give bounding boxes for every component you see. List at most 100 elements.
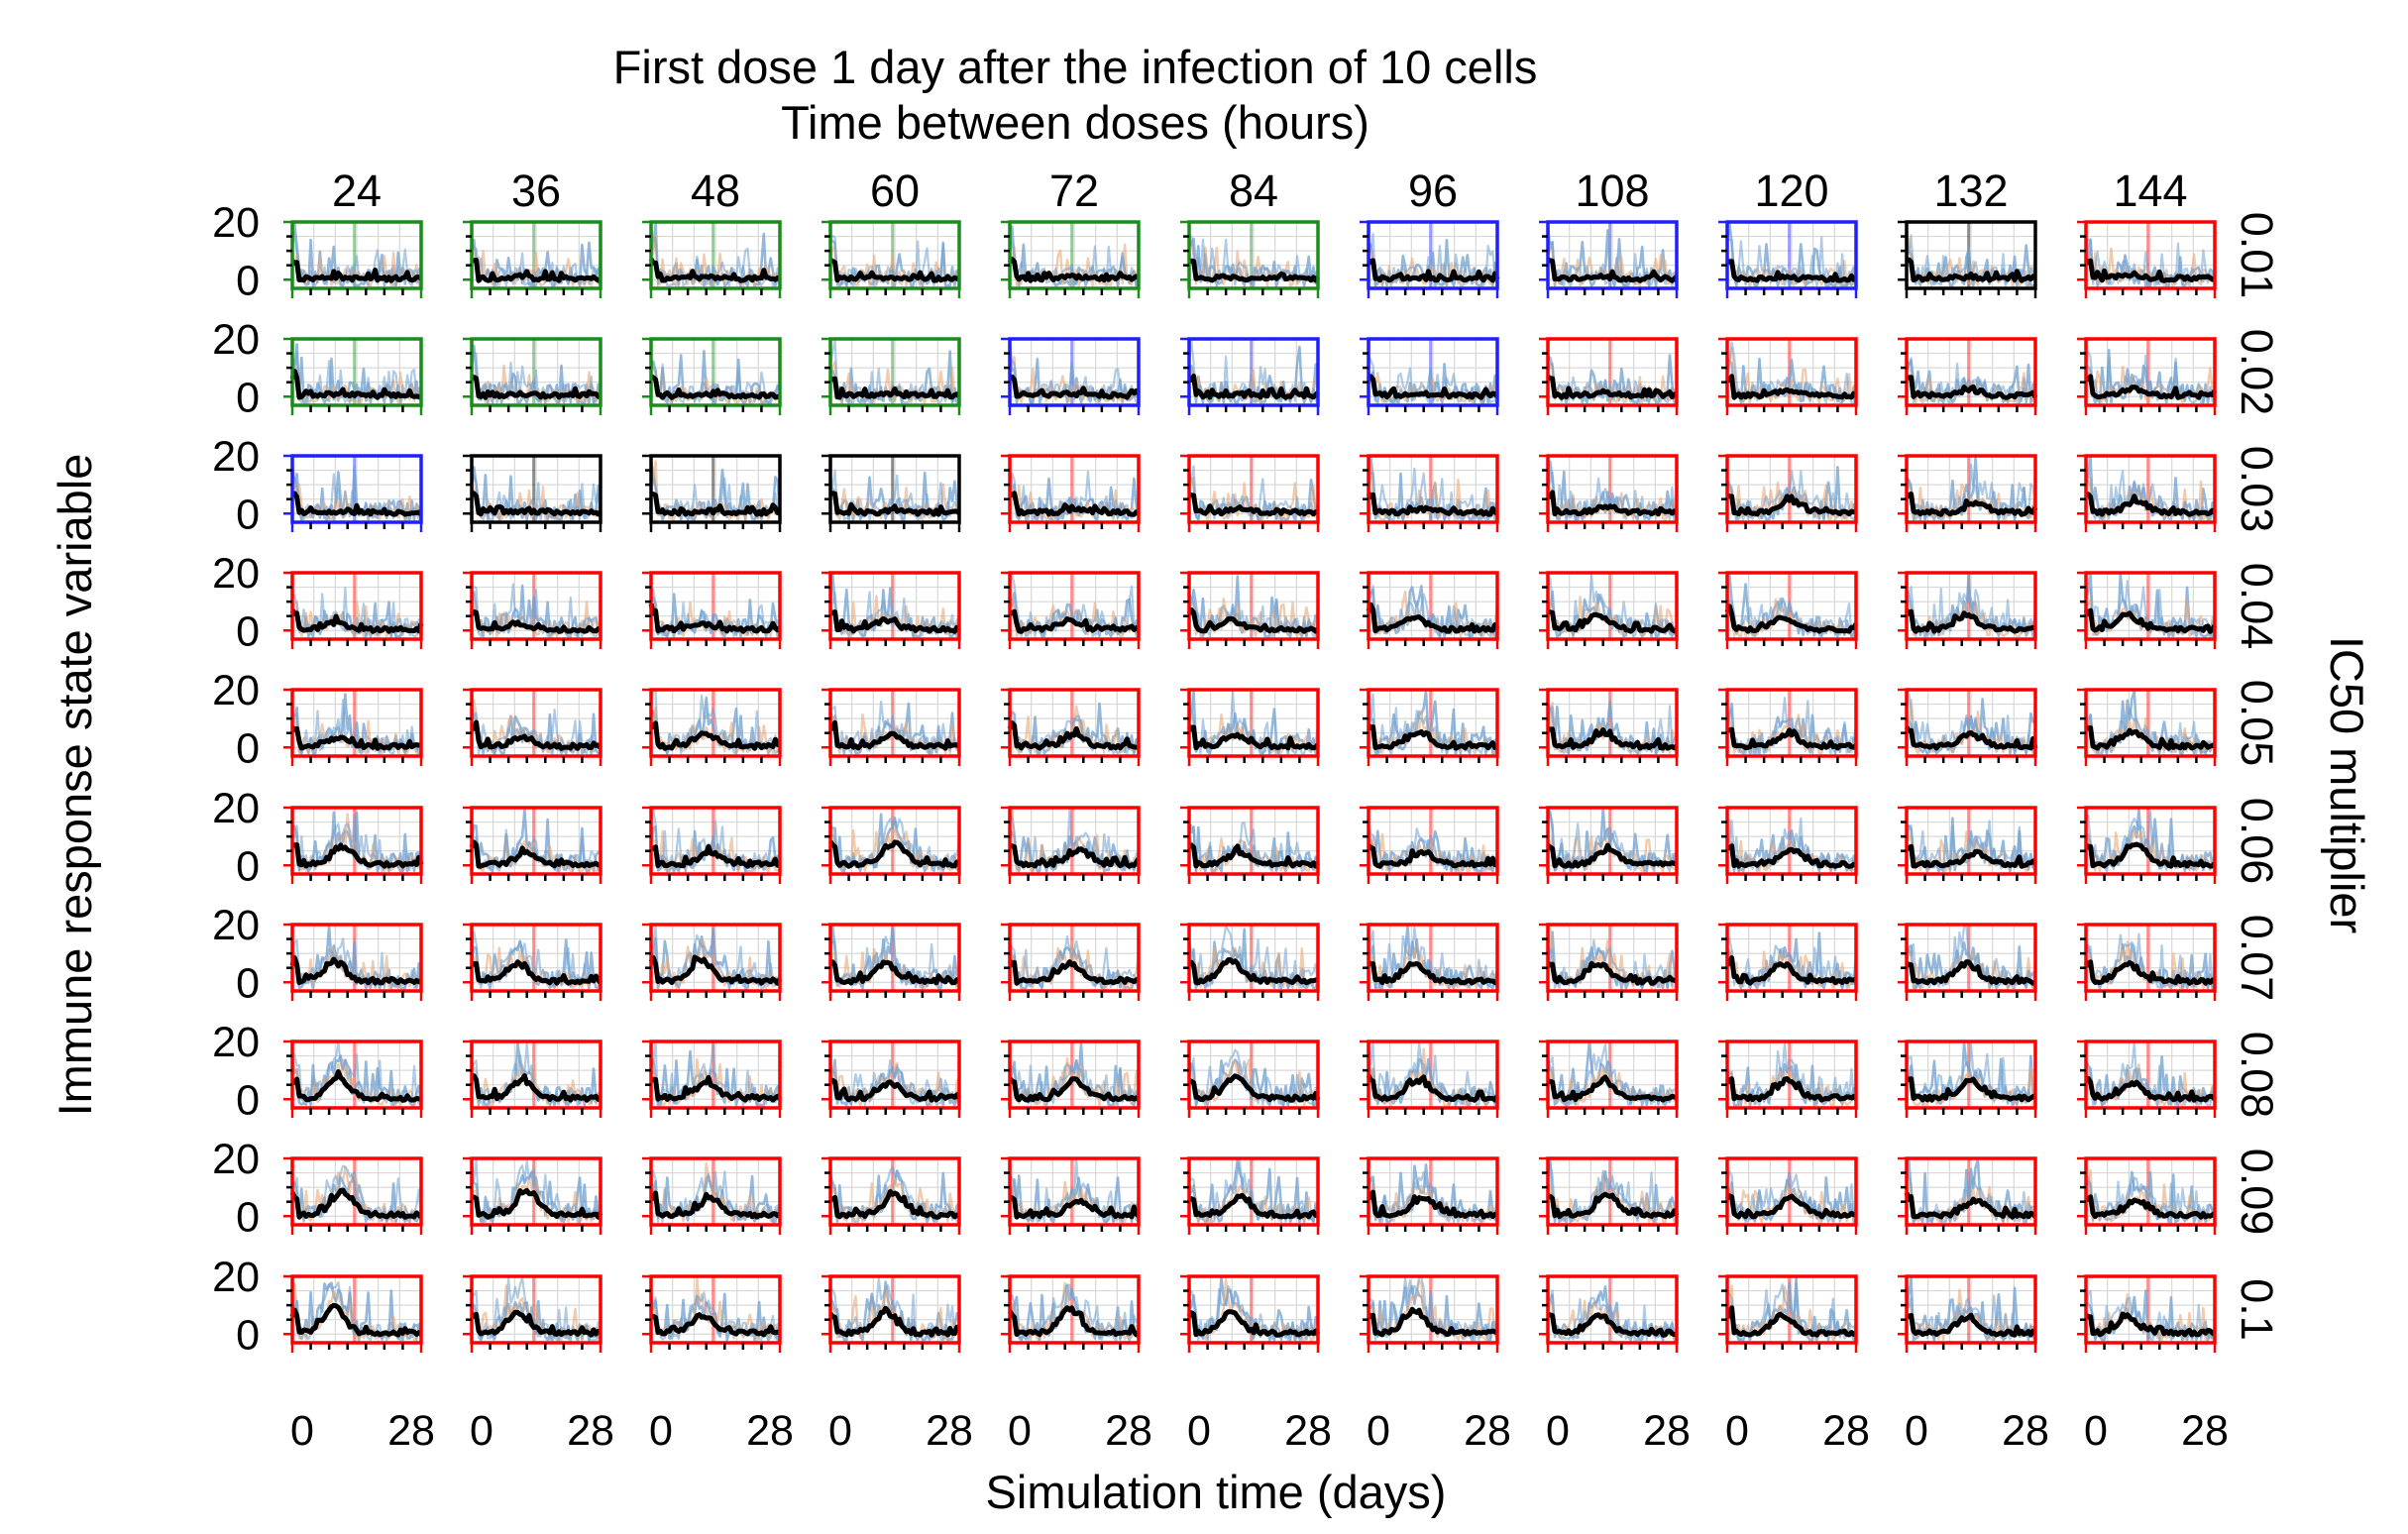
- mean-trace: [1008, 257, 1140, 283]
- panel-r6-c3: [821, 923, 961, 1001]
- panel-r7-c3: [821, 1040, 962, 1118]
- panel-r1-c3: [821, 337, 961, 415]
- panel-frame: [470, 688, 602, 758]
- panel-frame: [1008, 923, 1141, 993]
- panel-frame: [828, 806, 961, 876]
- x-tick-0: 0: [1367, 1407, 1390, 1455]
- y-tick-0: 0: [236, 842, 260, 890]
- panel-r3-c7: [1539, 571, 1679, 649]
- mean-trace: [828, 1077, 962, 1103]
- panel-frame: [649, 806, 782, 876]
- panel-r8-c8: [1718, 1156, 1858, 1235]
- panel-frame: [1187, 688, 1320, 758]
- row-header-0.05: 0.05: [2232, 680, 2282, 767]
- mean-trace: [1367, 723, 1498, 751]
- panel-frame: [1725, 806, 1858, 876]
- x-tick-28: 28: [926, 1407, 973, 1455]
- panel-r8-c2: [642, 1156, 782, 1235]
- x-tick-0: 0: [1546, 1407, 1570, 1455]
- panel-r7-c8: [1718, 1040, 1858, 1118]
- x-tick-28: 28: [1464, 1407, 1511, 1455]
- mean-trace: [1007, 1305, 1141, 1338]
- mean-trace: [1186, 1309, 1321, 1338]
- mean-trace: [1547, 609, 1678, 634]
- panel-frame: [290, 1156, 423, 1227]
- panel-r0-c5: [1180, 220, 1321, 298]
- mean-trace: [829, 491, 961, 517]
- mean-trace: [1905, 1312, 2037, 1338]
- replicate-trace-blue: [1187, 575, 1320, 638]
- panel-r5-c8: [1718, 806, 1858, 884]
- panel-r6-c4: [1001, 923, 1141, 1001]
- mean-trace: [289, 369, 422, 400]
- panel-r9-c3: [821, 1274, 961, 1353]
- mean-trace: [1366, 602, 1500, 634]
- panel-r3-c10: [2077, 571, 2218, 649]
- mean-trace: [1904, 608, 2036, 634]
- row-header-0.02: 0.02: [2232, 329, 2282, 416]
- panel-r0-c0: [283, 220, 423, 298]
- panel-r5-c4: [1001, 806, 1142, 884]
- x-tick-0: 0: [828, 1407, 852, 1455]
- panel-frame: [649, 1156, 782, 1227]
- column-header-132: 132: [1933, 165, 2008, 216]
- panel-r3-c5: [1180, 571, 1320, 649]
- panel-frame: [1367, 454, 1499, 524]
- y-tick-0: 0: [236, 607, 260, 655]
- panel-frame: [470, 571, 602, 641]
- panel-r9-c8: [1718, 1274, 1858, 1353]
- panel-r1-c8: [1718, 337, 1858, 415]
- panel-r7-c5: [1180, 1040, 1321, 1118]
- mean-trace: [1724, 1193, 1857, 1220]
- row-header-0.07: 0.07: [2232, 915, 2282, 1002]
- x-axis-label: Simulation time (days): [986, 1466, 1447, 1518]
- replicate-trace-blue: [1187, 235, 1319, 286]
- panel-frame: [1905, 1040, 2037, 1110]
- replicate-trace-blue: [291, 811, 423, 873]
- mean-trace: [1726, 1305, 1858, 1338]
- panel-frame: [1008, 220, 1141, 290]
- replicate-trace-blue: [1547, 938, 1679, 990]
- panel-r4-c2: [642, 688, 782, 766]
- panel-r6-c1: [463, 923, 603, 1001]
- panel-r0-c3: [821, 220, 961, 298]
- mean-trace: [1725, 955, 1858, 986]
- panel-r4-c10: [2077, 688, 2217, 766]
- replicate-trace-blue: [1726, 936, 1857, 990]
- panel-r4-c7: [1539, 688, 1679, 766]
- replicate-trace-blue: [649, 460, 782, 521]
- panel-frame: [1725, 1040, 1858, 1110]
- panel-frame: [1725, 923, 1858, 993]
- mean-trace: [289, 955, 423, 986]
- row-header-0.01: 0.01: [2232, 212, 2282, 299]
- mean-trace: [650, 1312, 781, 1338]
- panel-r5-c1: [463, 806, 602, 884]
- right-axis-label: IC50 multiplier: [2321, 636, 2373, 933]
- panel-r2-c8: [1718, 454, 1858, 532]
- panel-r5-c6: [1360, 806, 1499, 884]
- mean-trace: [1008, 1076, 1141, 1103]
- panel-r8-c10: [2077, 1156, 2217, 1235]
- mean-trace: [289, 1302, 423, 1338]
- mean-trace: [829, 1189, 961, 1220]
- panel-r5-c3: [821, 806, 961, 884]
- replicate-trace-blue: [649, 808, 781, 873]
- replicate-trace-blue: [1187, 1048, 1320, 1107]
- panel-r0-c2: [642, 220, 782, 298]
- panel-frame: [1905, 688, 2037, 758]
- panel-frame: [649, 688, 782, 758]
- panel-r8-c5: [1180, 1156, 1320, 1235]
- panel-r3-c8: [1718, 571, 1859, 649]
- panel-frame: [2084, 923, 2217, 993]
- panel-frame: [2084, 1274, 2217, 1345]
- mean-trace: [649, 720, 781, 751]
- panel-r9-c0: [283, 1274, 423, 1353]
- mean-trace: [471, 258, 602, 283]
- panel-frame: [1187, 1156, 1320, 1227]
- mean-trace: [1367, 960, 1498, 986]
- replicate-trace-blue: [2085, 580, 2217, 638]
- y-tick-0: 0: [236, 257, 260, 304]
- column-header-108: 108: [1575, 165, 1649, 216]
- panel-frame: [1546, 220, 1679, 290]
- mean-trace: [1546, 960, 1679, 986]
